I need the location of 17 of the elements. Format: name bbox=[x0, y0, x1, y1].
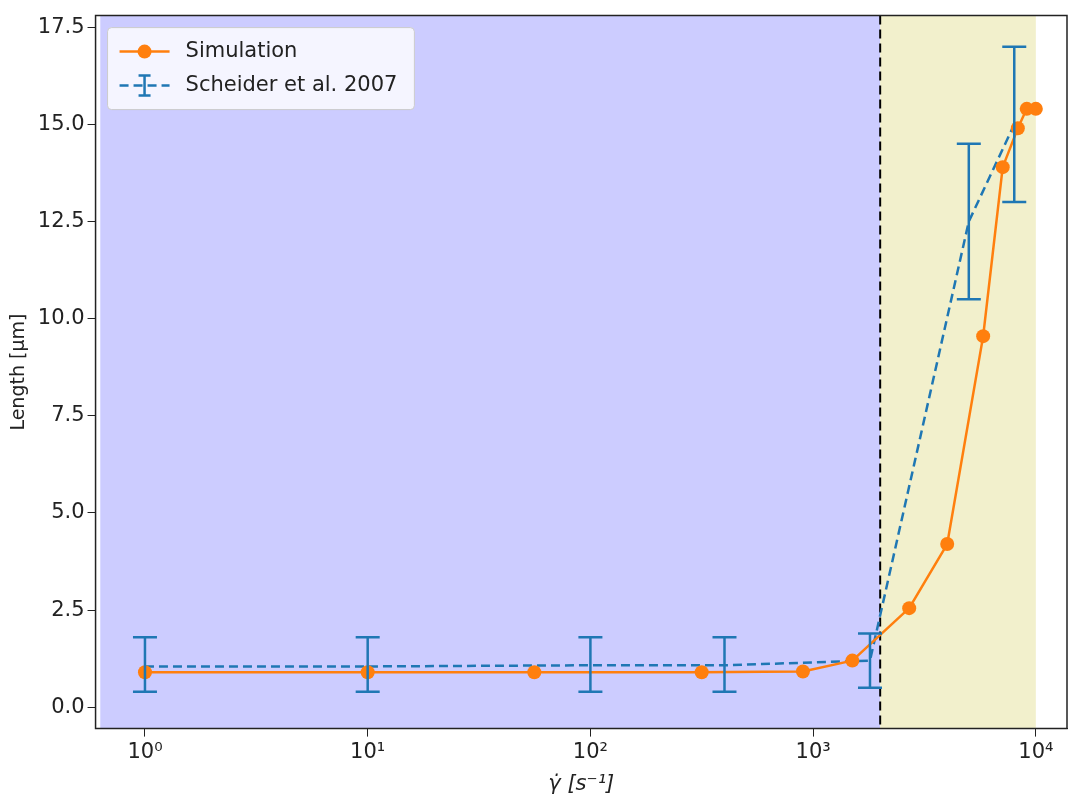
y-tick-label: 10.0 bbox=[37, 305, 85, 330]
x-tick-label: 10¹ bbox=[350, 738, 386, 763]
x-axis-title: γ̇ [s⁻¹] bbox=[548, 770, 615, 795]
y-axis-title: Length [μm] bbox=[6, 313, 29, 431]
y-tick-label: 2.5 bbox=[51, 596, 85, 621]
y-tick-label: 12.5 bbox=[37, 207, 85, 232]
x-tick-label: 10⁰ bbox=[127, 738, 163, 763]
y-tick-label: 0.0 bbox=[51, 693, 85, 718]
legend-label: Scheider et al. 2007 bbox=[185, 72, 398, 97]
y-tick-label: 5.0 bbox=[51, 499, 85, 524]
x-tick-label: 10³ bbox=[795, 738, 831, 763]
y-tick-label: 15.0 bbox=[37, 110, 85, 135]
x-tick-label: 10⁴ bbox=[1018, 738, 1054, 763]
x-tick-label: 10² bbox=[572, 738, 608, 763]
y-tick-label: 7.5 bbox=[51, 402, 85, 427]
legend-label: Simulation bbox=[185, 38, 298, 63]
y-tick-label: 17.5 bbox=[37, 13, 85, 38]
